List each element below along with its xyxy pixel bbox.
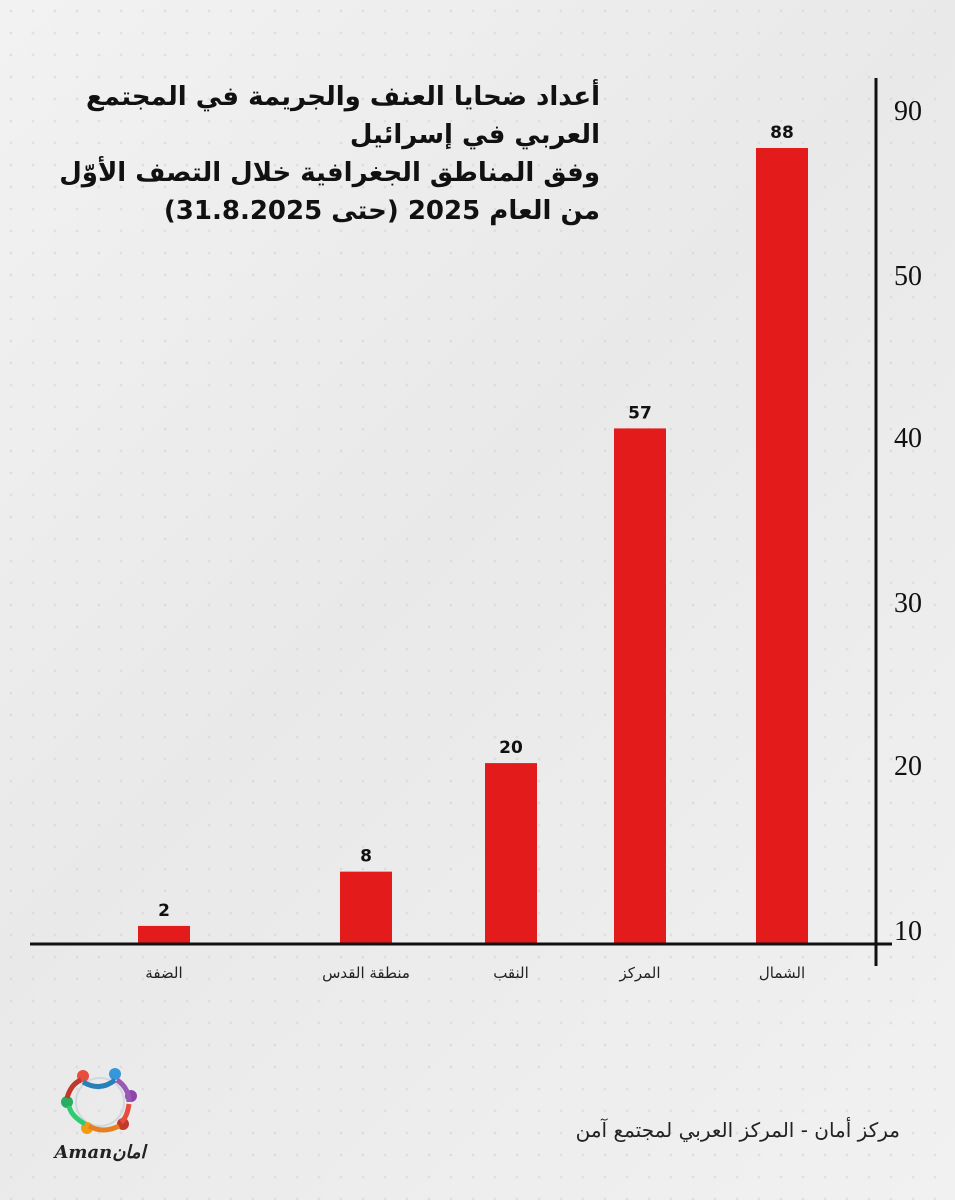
title-line-4: من العام 2025 (حتى 31.8.2025) — [163, 196, 600, 226]
y-axis-group: 10 20 30 40 50 90 — [30, 78, 922, 966]
y-tick-label-20: 20 — [894, 751, 922, 782]
category-label-3: النقب — [493, 964, 529, 982]
bar-1 — [138, 925, 190, 944]
category-label-4: المركز — [618, 964, 660, 982]
data-label-1: 2 — [158, 901, 170, 921]
y-tick-label-90: 90 — [894, 96, 922, 127]
y-tick-label-10: 10 — [894, 916, 922, 947]
labels-group: 2 الضفة 8 منطقة القدس 20 النقب 57 المركز 88 الشما… — [145, 123, 805, 982]
category-label-2: منطقة القدس — [322, 964, 410, 982]
y-tick-label-40: 40 — [894, 423, 922, 454]
chart-title: أعداد ضحايا العنف والجريمة في المجتمع ال… — [59, 78, 600, 230]
logo-figures-icon — [61, 1068, 137, 1134]
title-line-1: أعداد ضحايا العنف والجريمة في المجتمع — [86, 82, 600, 112]
data-label-5: 88 — [770, 123, 794, 143]
aman-logo: Amanامان — [45, 1062, 155, 1174]
category-label-1: الضفة — [145, 964, 182, 982]
bar-4 — [614, 428, 666, 945]
bars-group — [138, 148, 808, 945]
title-line-2: العربي في إسرائيل — [349, 120, 600, 150]
title-line-3: وفق المناطق الجغرافية خلال التصف الأوّل — [59, 158, 600, 188]
y-tick-label-50: 50 — [894, 261, 922, 292]
bar-3 — [485, 763, 537, 944]
category-label-5: الشمال — [759, 964, 805, 982]
data-label-2: 8 — [360, 847, 372, 867]
bar-5 — [756, 148, 808, 944]
footer-credit: مركز أمان - المركز العربي لمجتمع آمن — [575, 1118, 900, 1142]
data-label-3: 20 — [499, 738, 523, 758]
data-label-4: 57 — [628, 403, 652, 423]
y-tick-label-30: 30 — [894, 588, 922, 619]
logo-wordmark: Amanامان — [54, 1142, 146, 1163]
bar-2 — [340, 871, 392, 944]
